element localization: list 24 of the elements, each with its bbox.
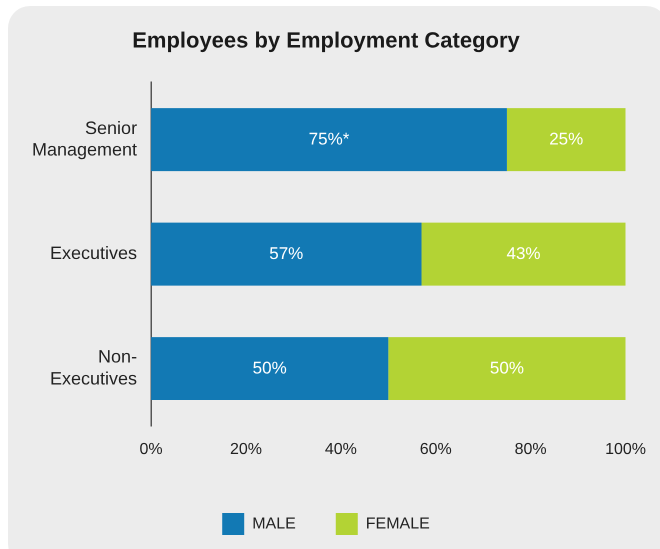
y-tick-label: Executives xyxy=(50,243,138,264)
y-tick-label: Senior Management xyxy=(32,118,138,160)
data-label: 25% xyxy=(549,129,584,148)
bar xyxy=(151,222,422,286)
data-label: 50% xyxy=(490,358,524,378)
x-tick-label: 100% xyxy=(605,440,646,458)
x-tick-label: 60% xyxy=(420,440,452,458)
bar xyxy=(151,108,507,172)
y-tick-label: Non-Executives xyxy=(50,346,138,388)
data-label: 50% xyxy=(252,358,287,378)
chart-title: Employees by Employment Category xyxy=(132,27,521,52)
legend-label: FEMALE xyxy=(366,515,430,532)
x-tick-label: 0% xyxy=(140,440,163,458)
data-label: 57% xyxy=(269,244,304,263)
x-tick-label: 40% xyxy=(324,440,357,458)
bar xyxy=(506,108,626,172)
data-label: 43% xyxy=(506,244,541,263)
bar xyxy=(151,337,388,400)
bar xyxy=(388,337,626,400)
bar xyxy=(422,222,626,286)
data-label: 75%* xyxy=(308,129,350,148)
x-tick-label: 80% xyxy=(514,440,547,458)
legend-label: MALE xyxy=(252,515,296,532)
x-tick-label: 20% xyxy=(230,440,262,458)
